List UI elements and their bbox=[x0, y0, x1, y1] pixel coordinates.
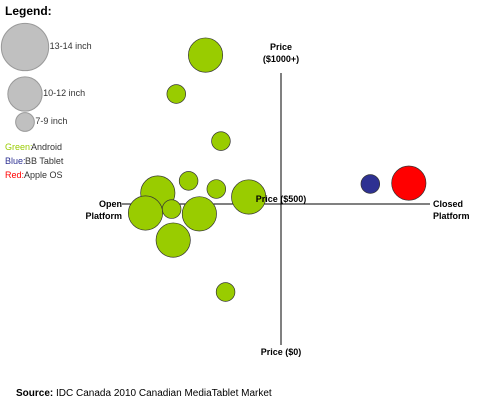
bubble bbox=[188, 37, 224, 73]
bubble bbox=[211, 131, 231, 151]
bubble bbox=[161, 199, 182, 219]
legend-size-label: 13-14 inch bbox=[49, 41, 92, 51]
legend-color-label: Green: bbox=[5, 142, 33, 152]
x-tick-label: Open Platform bbox=[85, 199, 122, 221]
source-text: IDC Canada 2010 Canadian MediaTablet Mar… bbox=[56, 388, 272, 399]
legend-entry: Apple OS bbox=[24, 170, 63, 180]
bubble bbox=[391, 165, 427, 201]
y-tick-label: Price ($500) bbox=[255, 194, 307, 204]
legend-color-label: Red: bbox=[5, 170, 25, 180]
legend-bubble bbox=[15, 112, 35, 132]
legend-entry: Android bbox=[31, 142, 63, 152]
y-tick-label: Price ($1000+) bbox=[262, 42, 300, 64]
bubble bbox=[206, 179, 227, 199]
bubble bbox=[360, 174, 381, 194]
bubble bbox=[166, 84, 186, 104]
source: Source: IDC Canada 2010 Canadian MediaTa… bbox=[16, 388, 272, 399]
legend-size-label: 10-12 inch bbox=[43, 88, 86, 98]
legend-color-label: Blue: bbox=[5, 156, 26, 166]
y-tick-label: Price ($0) bbox=[260, 347, 302, 357]
legend-size-label: 7-9 inch bbox=[35, 116, 68, 126]
bubble bbox=[181, 196, 217, 232]
legend-entry: BB Tablet bbox=[25, 156, 64, 166]
x-tick-label: Closed Platform bbox=[433, 199, 470, 221]
bubble bbox=[127, 195, 163, 231]
legend-bubble bbox=[0, 22, 50, 72]
legend-title: Legend: bbox=[5, 4, 52, 18]
bubble bbox=[155, 222, 191, 258]
source-label: Source: bbox=[16, 388, 54, 399]
bubble bbox=[215, 282, 236, 302]
bubble bbox=[178, 171, 199, 191]
legend-bubble bbox=[7, 76, 43, 112]
bubble bbox=[231, 179, 267, 215]
